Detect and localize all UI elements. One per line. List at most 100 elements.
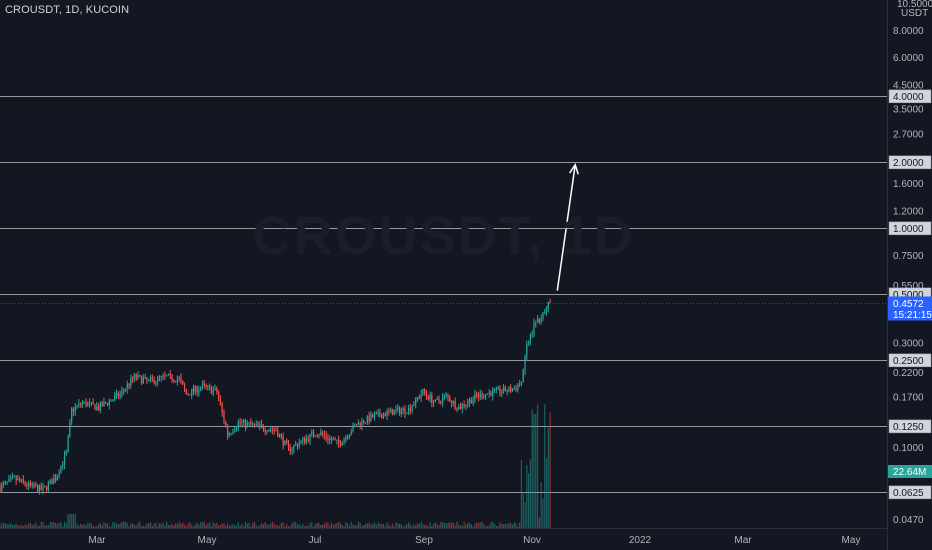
volume-bar	[164, 525, 166, 528]
current-price-badge[interactable]	[888, 296, 932, 321]
volume-bar	[307, 525, 309, 528]
candle-body	[418, 397, 420, 399]
candle-body	[130, 378, 132, 386]
volume-bar	[44, 525, 46, 528]
volume-bar	[476, 522, 478, 528]
volume-bar	[94, 526, 96, 528]
level-badge-label: 0.0625	[893, 488, 924, 499]
volume-bar	[461, 525, 463, 528]
candle-body	[6, 481, 8, 483]
candle-body	[540, 318, 542, 322]
volume-bar	[407, 522, 410, 528]
volume-bar	[318, 522, 320, 528]
candle-body	[54, 478, 57, 481]
volume-bar	[355, 525, 358, 528]
volume-bar	[296, 524, 299, 528]
candle-body	[321, 432, 324, 435]
candle-body	[468, 399, 471, 403]
candle-body	[465, 404, 467, 407]
volume-bar	[519, 522, 521, 528]
candle-body	[445, 394, 447, 396]
volume-bar	[329, 525, 331, 528]
candle-body	[479, 393, 481, 397]
volume-bar	[373, 522, 376, 528]
trend-arrow-head[interactable]	[569, 163, 579, 175]
volume-bar	[255, 525, 257, 528]
symbol-watermark: CROUSDT, 1D	[252, 206, 635, 266]
candle-body	[225, 421, 227, 427]
candle-body	[119, 393, 121, 397]
volume-bar	[501, 524, 503, 528]
candle-body	[128, 384, 130, 386]
volume-bar	[157, 526, 159, 528]
candle-body	[228, 433, 230, 436]
candle-body	[484, 394, 487, 397]
candle-body	[162, 375, 164, 377]
candle-body	[531, 334, 533, 336]
volume-bar	[207, 523, 209, 528]
candle-body	[443, 395, 446, 398]
volume-bar	[327, 522, 329, 528]
volume-bar	[277, 525, 279, 528]
volume-bar	[377, 522, 379, 528]
volume-bar	[341, 524, 343, 528]
volume-bar	[237, 522, 239, 528]
price-tick-label: 4.5000	[893, 81, 924, 92]
volume-bar	[495, 525, 497, 528]
volume-bar	[323, 524, 325, 528]
trend-arrow-line[interactable]	[556, 164, 576, 291]
candle-body	[413, 404, 415, 406]
price-tick-label: 0.5500	[893, 281, 924, 292]
volume-bar	[544, 404, 546, 528]
candle-body	[329, 438, 331, 440]
volume-bar	[40, 521, 42, 528]
volume-bar	[76, 523, 78, 528]
candle-body	[488, 392, 490, 394]
volume-bar	[406, 524, 408, 528]
candle-body	[318, 434, 320, 436]
volume-bar	[173, 525, 175, 528]
volume-bar	[420, 521, 422, 528]
volume-bar	[425, 524, 428, 528]
candle-body	[497, 387, 499, 389]
candle-body	[253, 423, 256, 425]
symbol-title[interactable]: CROUSDT, 1D, KUCOIN	[5, 4, 130, 16]
volume-bar	[262, 524, 265, 528]
level-badge-label: 2.0000	[893, 158, 924, 169]
candle-body	[339, 443, 342, 446]
candle-body	[336, 439, 338, 441]
candle-body	[472, 399, 474, 404]
candle-body	[24, 481, 26, 485]
candle-body	[200, 387, 202, 391]
volume-bar	[101, 525, 103, 528]
candle-body	[366, 415, 368, 423]
candle-body	[250, 422, 252, 425]
candle-body	[527, 341, 530, 344]
candle-body	[63, 454, 66, 465]
volume-bar	[481, 521, 483, 528]
candle-body	[379, 412, 381, 416]
price-unit-top: 10.5000	[897, 0, 932, 10]
volume-bar	[106, 523, 109, 528]
candle-body	[131, 378, 134, 380]
candle-body	[97, 406, 100, 411]
volume-bar	[15, 523, 17, 528]
volume-bar	[182, 522, 184, 528]
volume-bar	[151, 525, 153, 528]
volume-badge-label: 22.64M	[893, 467, 926, 478]
volume-bar	[99, 522, 101, 528]
volume-bar	[386, 522, 388, 528]
volume-bar	[298, 523, 300, 528]
candle-body	[447, 394, 449, 397]
volume-bar	[187, 523, 189, 528]
volume-bar	[4, 522, 7, 528]
volume-bar	[490, 522, 492, 528]
price-tick-label: 1.6000	[893, 179, 924, 190]
volume-bar	[312, 526, 315, 528]
candle-body	[110, 400, 112, 402]
volume-bar	[112, 521, 114, 528]
candle-body	[56, 475, 58, 481]
volume-bar	[217, 525, 220, 528]
